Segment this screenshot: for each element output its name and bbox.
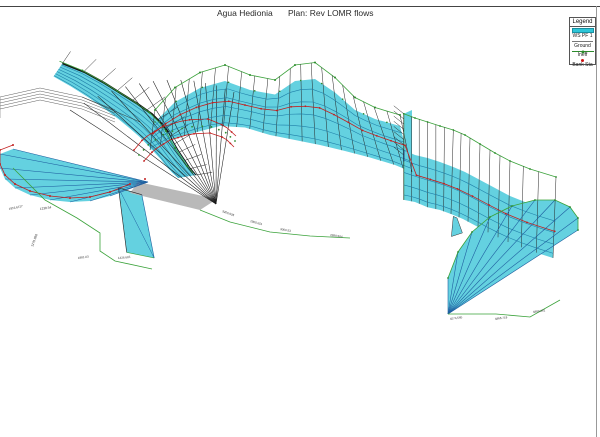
svg-text:2899.964: 2899.964 [330, 233, 343, 239]
svg-text:4866.719: 4866.719 [495, 315, 508, 321]
svg-text:4880.361: 4880.361 [533, 308, 546, 314]
svg-text:2900.651: 2900.651 [250, 219, 263, 226]
svg-text:1238.54: 1238.54 [40, 205, 52, 211]
svg-text:1426.665: 1426.665 [118, 255, 131, 260]
svg-text:3000.53: 3000.53 [280, 227, 292, 233]
svg-text:1916.6727: 1916.6727 [8, 204, 23, 211]
svg-text:4574.595: 4574.595 [450, 315, 463, 321]
svg-text:1279.888: 1279.888 [30, 233, 38, 247]
svg-text:1881.03: 1881.03 [78, 254, 90, 260]
svg-text:3200.535: 3200.535 [222, 209, 235, 217]
